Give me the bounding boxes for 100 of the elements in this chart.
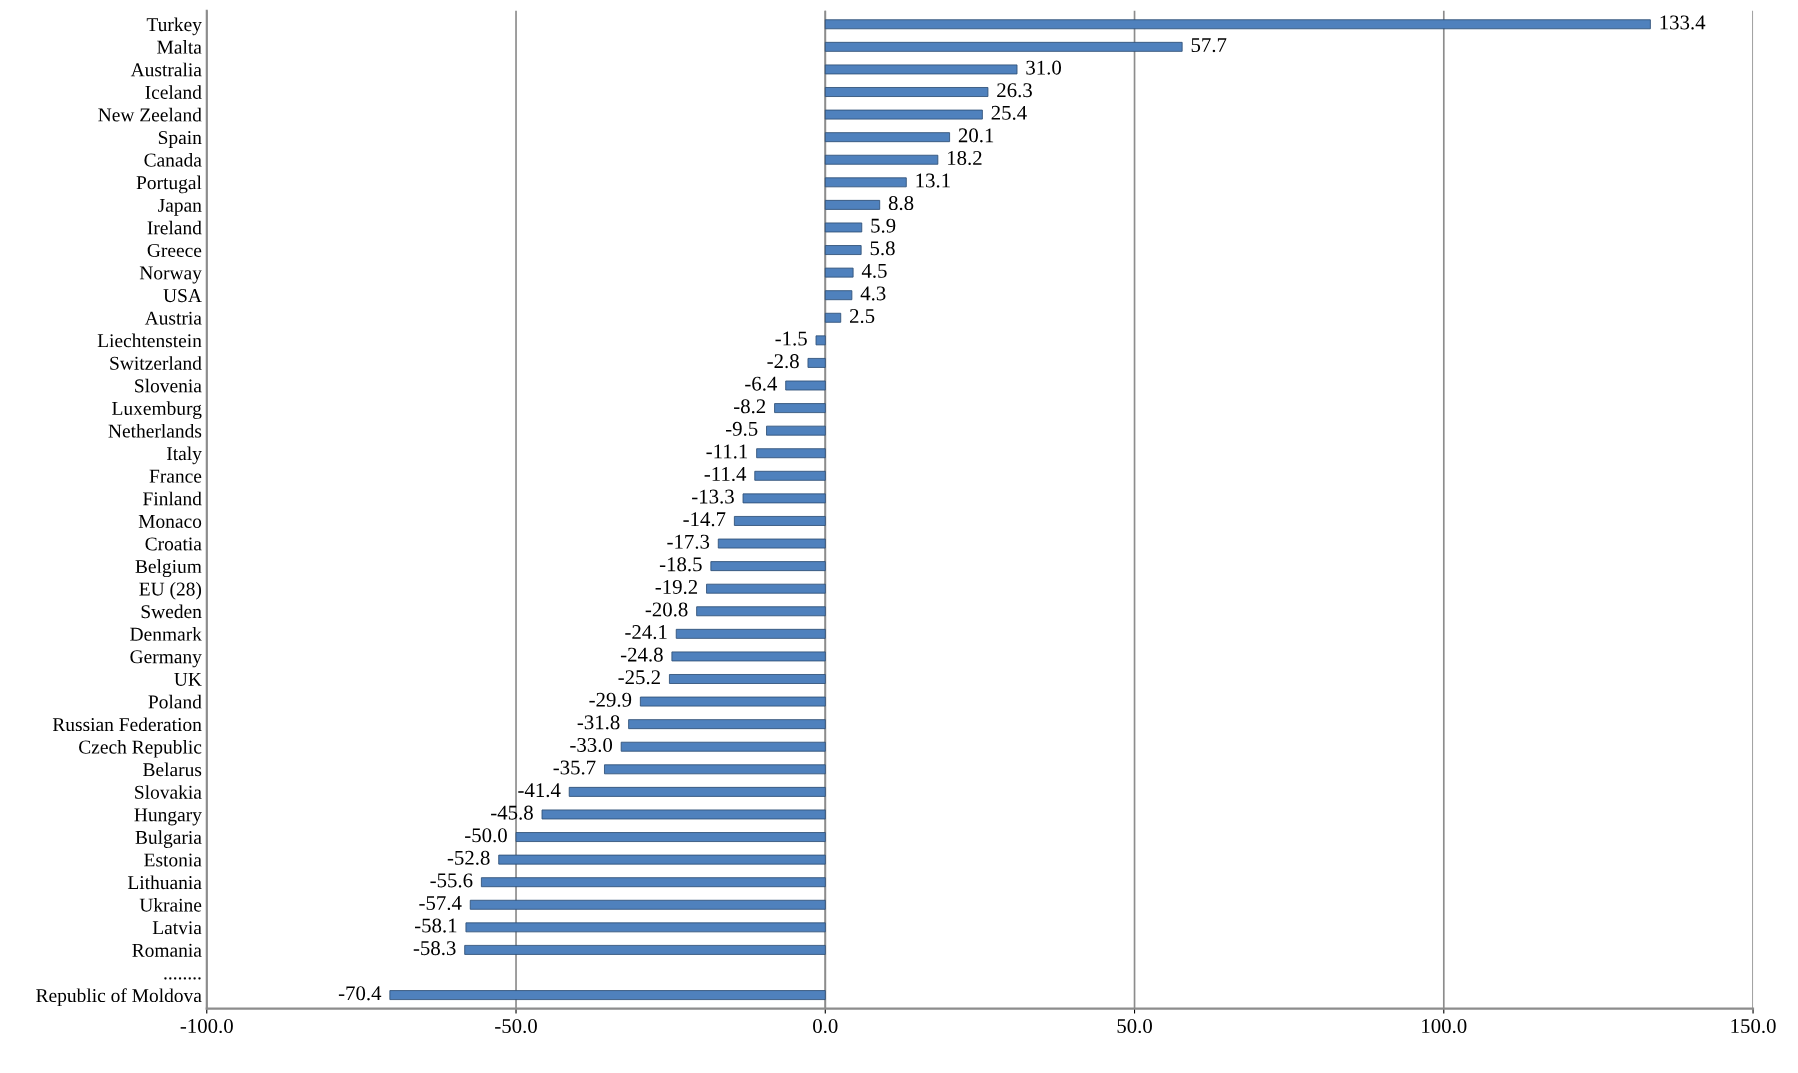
bar	[766, 425, 826, 436]
y-tick-label: Italy	[166, 446, 202, 465]
y-tick-label: ........	[164, 977, 201, 980]
bar	[717, 538, 826, 549]
data-label: -20.8	[645, 602, 688, 617]
data-label: -13.3	[692, 489, 734, 504]
y-tick-label: Canada	[144, 152, 202, 167]
data-label: 57.7	[1191, 38, 1227, 53]
y-tick-label: Iceland	[145, 85, 202, 99]
y-tick-label: Turkey	[146, 17, 202, 36]
data-label: -25.2	[618, 670, 660, 685]
data-label: 4.3	[860, 286, 886, 301]
bar	[480, 877, 826, 888]
data-label: -8.2	[734, 399, 766, 414]
x-tick-label: 50.0	[1117, 1018, 1152, 1034]
bar	[824, 312, 842, 323]
bar	[824, 41, 1183, 52]
data-label: -50.0	[465, 828, 507, 843]
data-label: -29.9	[589, 692, 632, 707]
x-tick-label: -50.0	[495, 1018, 537, 1034]
y-tick-label: Portugal	[136, 175, 202, 194]
y-tick-label: Malta	[157, 40, 202, 54]
y-tick-label: Germany	[130, 650, 202, 668]
data-label: -11.4	[704, 467, 747, 482]
bar	[756, 448, 826, 459]
y-tick-label: Ukraine	[139, 898, 202, 912]
y-tick-label: France	[149, 469, 202, 483]
bar	[465, 922, 826, 933]
bar	[824, 222, 863, 233]
y-tick-label: Spain	[158, 131, 202, 149]
bar	[824, 87, 989, 97]
data-label: 18.2	[948, 150, 982, 166]
y-tick-label: Slovenia	[135, 378, 202, 393]
data-label: -52.8	[447, 850, 490, 865]
data-label: 2.5	[849, 308, 875, 324]
data-label: -35.7	[553, 760, 596, 775]
bar	[604, 764, 826, 775]
y-tick-label: Switzerland	[110, 356, 202, 370]
data-label: -33.0	[570, 737, 613, 753]
y-tick-label: Bulgaria	[135, 830, 202, 848]
data-label: -24.8	[620, 647, 663, 662]
y-tick-label: New Zeeland	[98, 107, 202, 122]
data-label: -31.8	[577, 715, 620, 730]
bar	[464, 944, 826, 955]
data-label: -9.5	[725, 421, 758, 436]
data-label: 26.3	[997, 83, 1032, 98]
data-label: -17.3	[667, 534, 710, 549]
y-tick-label: Slovakia	[135, 785, 202, 799]
bar	[824, 154, 939, 165]
bar	[620, 741, 826, 752]
bar	[733, 516, 826, 526]
data-label: -58.1	[414, 918, 457, 933]
bar	[774, 403, 826, 414]
y-tick-label: UK	[174, 673, 202, 686]
data-label: 5.8	[870, 241, 895, 256]
data-label: -55.6	[430, 873, 473, 888]
data-label: -41.4	[518, 783, 561, 798]
x-tick-label: 150.0	[1731, 1018, 1776, 1034]
y-tick-label: Liechtenstein	[97, 333, 202, 348]
bar	[824, 132, 951, 143]
y-tick-label: Romania	[132, 943, 202, 957]
bar	[706, 583, 826, 594]
data-label: -18.5	[659, 557, 702, 572]
bar	[815, 335, 826, 346]
bar	[824, 19, 1651, 30]
data-label: -70.4	[338, 986, 382, 1001]
y-tick-label: Norway	[139, 266, 202, 284]
y-tick-label: Croatia	[145, 537, 202, 551]
y-tick-label: EU (28)	[139, 581, 202, 600]
y-tick-label: Sweden	[141, 604, 202, 619]
y-tick-label: Lithuania	[127, 875, 202, 890]
bar	[515, 832, 826, 842]
y-tick-label: Japan	[158, 198, 202, 216]
y-tick-label: Monaco	[138, 514, 202, 528]
bar	[754, 470, 826, 481]
bar	[669, 674, 826, 684]
data-label: 13.1	[916, 173, 950, 188]
y-tick-label: Greece	[147, 243, 202, 257]
bar	[824, 109, 983, 120]
data-label: -19.2	[655, 579, 698, 594]
bar	[824, 290, 853, 301]
bar	[696, 606, 826, 617]
bar	[541, 809, 826, 820]
data-label: 8.8	[888, 196, 914, 211]
y-tick-label: USA	[163, 289, 202, 303]
y-tick-label: Hungary	[134, 808, 202, 826]
bar	[824, 64, 1018, 75]
y-tick-label: Ireland	[147, 220, 202, 235]
data-label: -14.7	[683, 512, 726, 527]
y-tick-label: Czech Republic	[79, 739, 202, 758]
y-tick-label: Denmark	[130, 627, 202, 641]
bar	[742, 493, 826, 504]
bar	[628, 719, 826, 730]
bar	[568, 786, 826, 797]
x-tick-label: 0.0	[813, 1018, 838, 1034]
data-label: -11.1	[706, 444, 748, 459]
y-tick-label: Luxemburg	[112, 401, 202, 420]
bar	[671, 651, 826, 662]
data-label: 31.0	[1026, 60, 1062, 75]
bar	[824, 177, 907, 188]
